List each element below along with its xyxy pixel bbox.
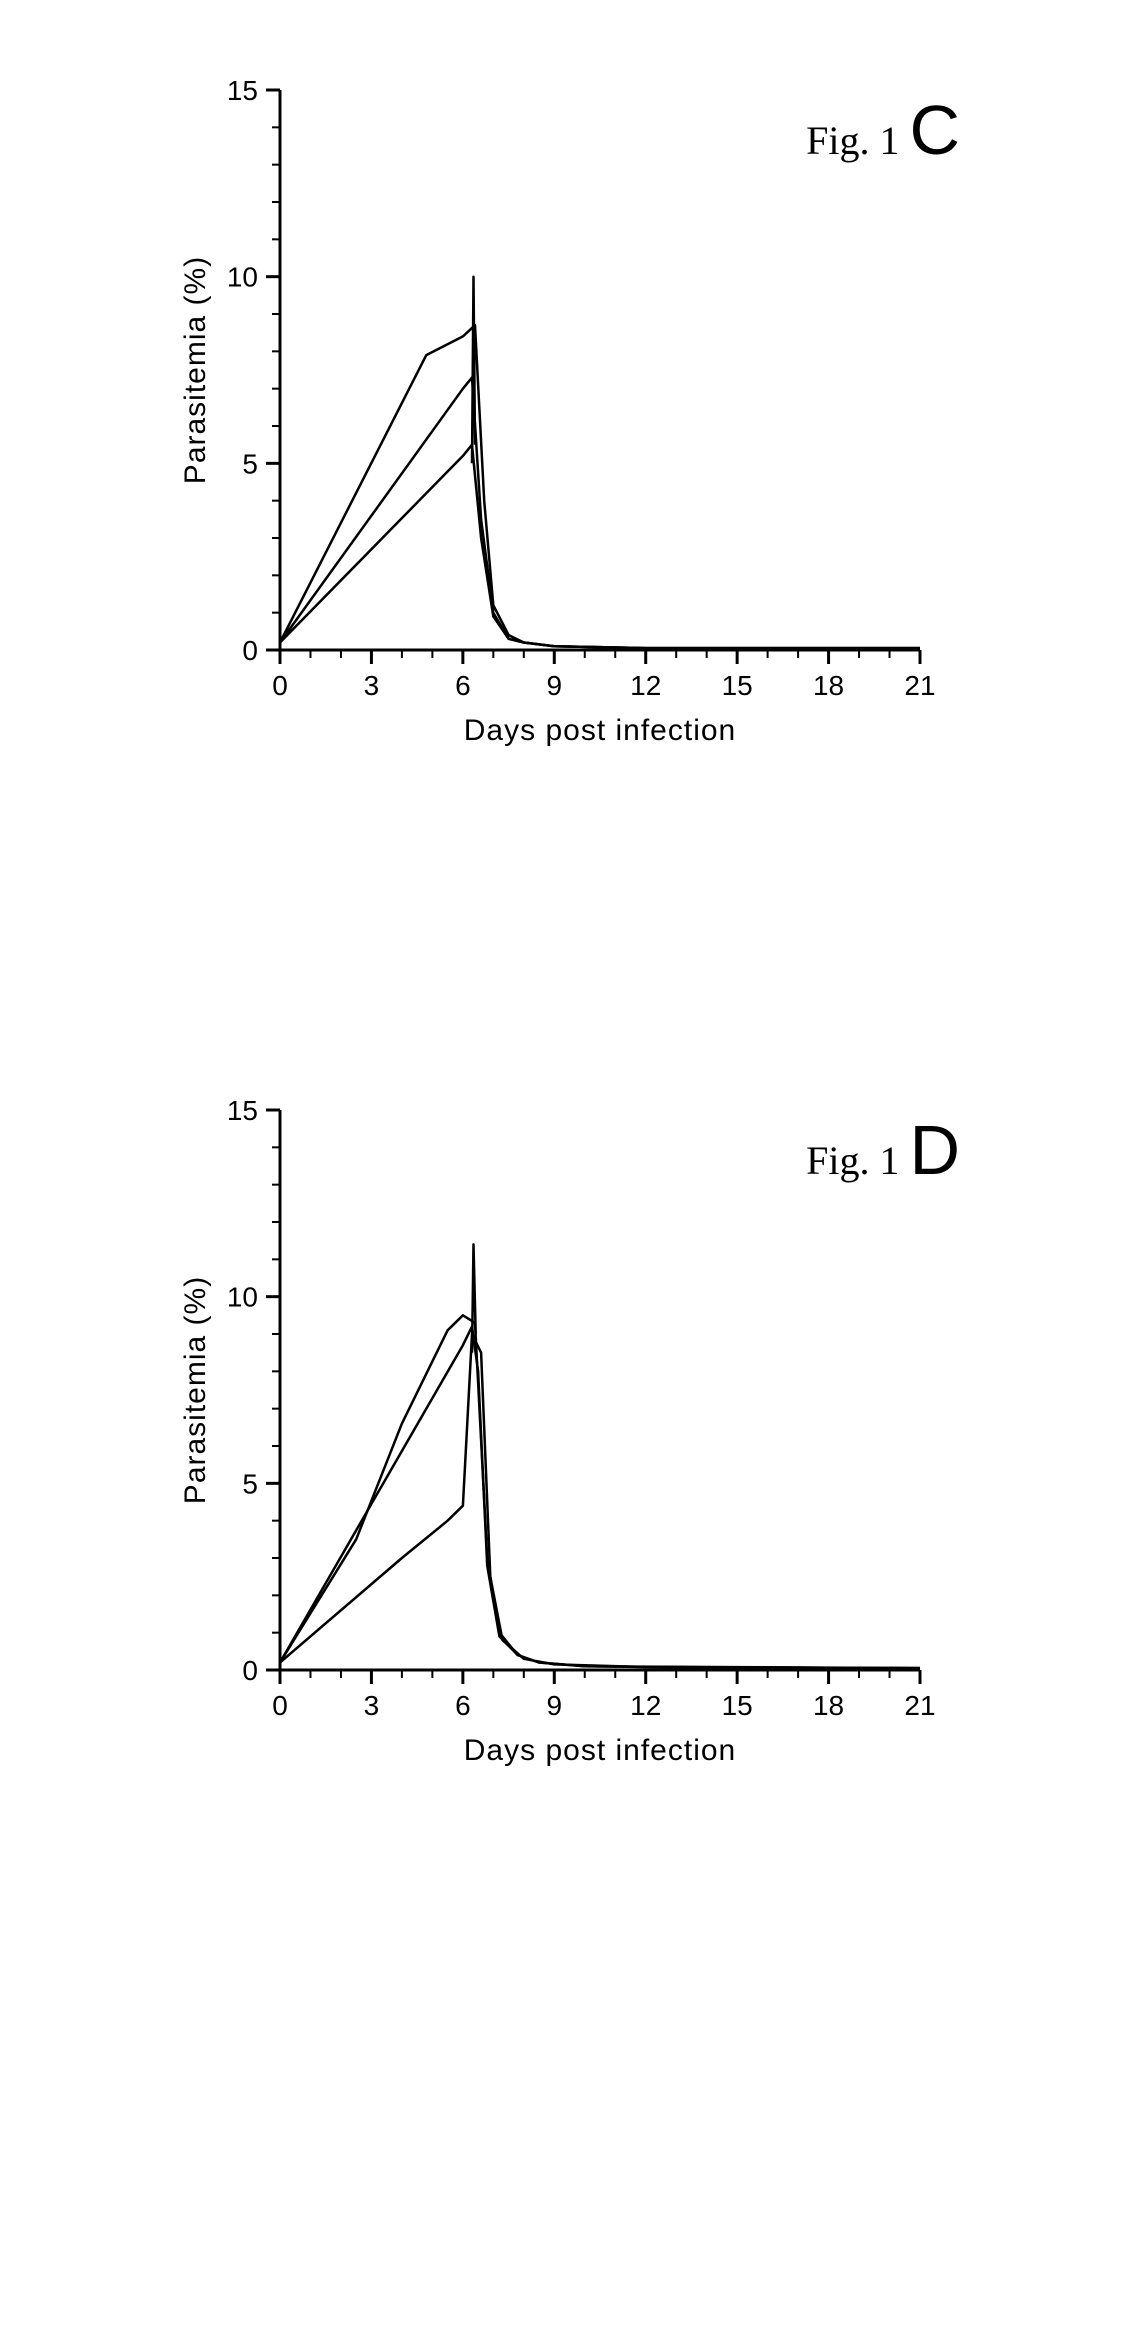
- x-tick-label: 0: [272, 1690, 288, 1721]
- y-tick-label: 0: [242, 1655, 258, 1686]
- y-tick-label: 15: [227, 75, 258, 106]
- x-tick-label: 15: [722, 670, 753, 701]
- figure-1d-plot: 0 3 6 9 12 15 18 21 0 5 10 15 Days post infection Par…: [180, 1080, 1080, 1770]
- x-tick-label: 0: [272, 670, 288, 701]
- y-tick-label: 5: [242, 448, 258, 479]
- x-tick-label: 21: [904, 670, 935, 701]
- y-tick-label: 10: [227, 1282, 258, 1313]
- series-line2: [280, 378, 920, 649]
- x-tick-label: 18: [813, 1690, 844, 1721]
- series-line3: [280, 1334, 920, 1668]
- y-tick-label: 15: [227, 1095, 258, 1126]
- x-axis-label: Days post infection: [464, 714, 736, 747]
- y-tick-label: 10: [227, 262, 258, 293]
- x-tick-label: 6: [455, 1690, 471, 1721]
- y-tick-label: 0: [242, 635, 258, 666]
- x-tick-label: 21: [904, 1690, 935, 1721]
- x-tick-label: 12: [630, 670, 661, 701]
- page: Fig. 1 C 036912151821051015Days post inf…: [0, 0, 1140, 2140]
- series-line2: [280, 1327, 920, 1669]
- figure-1d-block: Fig. 1 D 036912151821051015Days post inf…: [60, 1080, 1080, 1900]
- x-tick-label: 3: [364, 1690, 380, 1721]
- chart-svg: 0 3 6 9 12 15 18 21 0 5 10 15 Days post infection Par…: [180, 60, 950, 750]
- series-line1: [280, 325, 920, 648]
- chart-svg: 0 3 6 9 12 15 18 21 0 5 10 15 Days post infection Par…: [180, 1080, 950, 1770]
- figure-1c-block: Fig. 1 C 036912151821051015Days post inf…: [60, 60, 1080, 880]
- x-tick-label: 12: [630, 1690, 661, 1721]
- series-line1: [280, 1315, 920, 1668]
- series-spike: [472, 277, 475, 464]
- figure-1c-plot: 0 3 6 9 12 15 18 21 0 5 10 15 Days post infection Par…: [180, 60, 1080, 750]
- y-axis-label: Parasitemia (%): [180, 1276, 212, 1504]
- series-line3: [280, 445, 920, 648]
- x-tick-label: 3: [364, 670, 380, 701]
- x-tick-label: 9: [546, 1690, 562, 1721]
- x-tick-label: 15: [722, 1690, 753, 1721]
- x-tick-label: 18: [813, 670, 844, 701]
- x-tick-label: 6: [455, 670, 471, 701]
- x-axis-label: Days post infection: [464, 1734, 736, 1767]
- y-tick-label: 5: [242, 1468, 258, 1499]
- y-axis-label: Parasitemia (%): [180, 256, 212, 484]
- x-tick-label: 9: [546, 670, 562, 701]
